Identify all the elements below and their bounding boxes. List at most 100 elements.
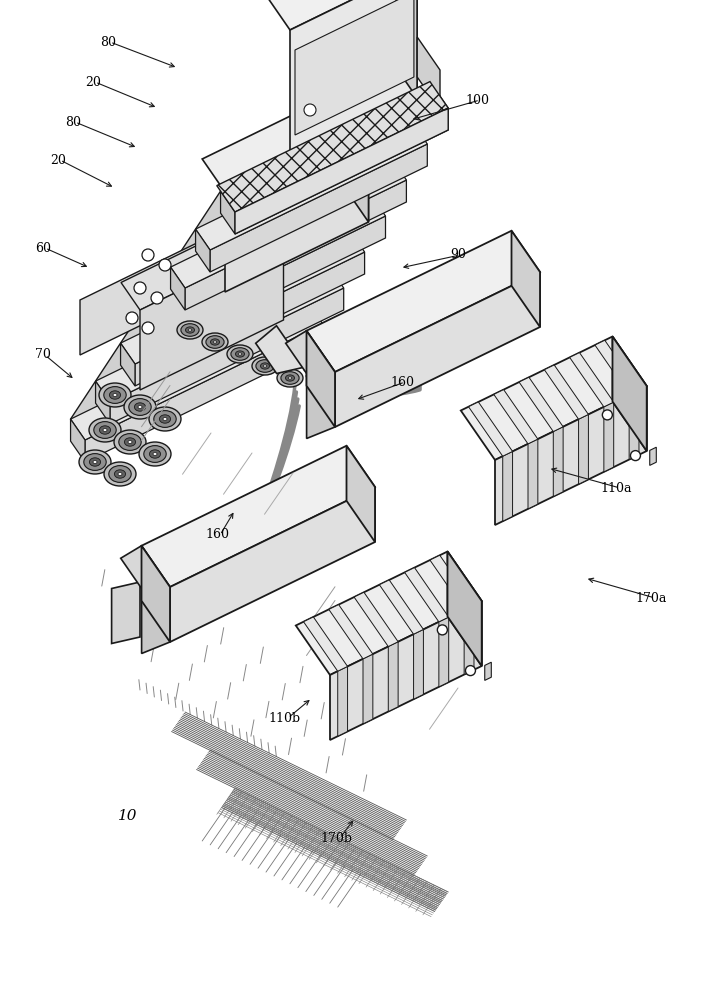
Text: 110a: 110a <box>600 482 631 494</box>
Polygon shape <box>210 144 427 272</box>
Ellipse shape <box>188 329 192 331</box>
Ellipse shape <box>99 426 111 434</box>
Ellipse shape <box>118 473 122 476</box>
Ellipse shape <box>181 324 199 336</box>
Polygon shape <box>417 37 440 110</box>
Circle shape <box>437 625 447 635</box>
Polygon shape <box>447 552 482 666</box>
Ellipse shape <box>109 391 121 399</box>
Ellipse shape <box>114 430 146 454</box>
Ellipse shape <box>235 351 244 357</box>
Polygon shape <box>110 288 344 424</box>
Polygon shape <box>380 580 423 634</box>
Ellipse shape <box>113 393 117 396</box>
Ellipse shape <box>149 407 181 431</box>
Ellipse shape <box>231 348 249 360</box>
Circle shape <box>159 259 171 271</box>
Polygon shape <box>185 180 406 310</box>
Ellipse shape <box>134 403 146 411</box>
Ellipse shape <box>256 360 274 372</box>
Ellipse shape <box>163 418 167 420</box>
Polygon shape <box>306 331 335 427</box>
Polygon shape <box>303 617 347 671</box>
Polygon shape <box>202 89 369 192</box>
Circle shape <box>151 292 163 304</box>
Polygon shape <box>469 402 513 456</box>
Circle shape <box>603 410 613 420</box>
Ellipse shape <box>139 442 171 466</box>
Circle shape <box>225 180 235 190</box>
Ellipse shape <box>129 399 151 415</box>
Ellipse shape <box>138 406 142 408</box>
Polygon shape <box>160 216 385 348</box>
Ellipse shape <box>227 345 253 363</box>
Ellipse shape <box>288 377 292 379</box>
Polygon shape <box>80 220 244 355</box>
Ellipse shape <box>89 458 101 466</box>
Polygon shape <box>388 642 398 712</box>
Polygon shape <box>347 446 375 542</box>
Polygon shape <box>221 191 235 234</box>
Ellipse shape <box>124 438 136 446</box>
Polygon shape <box>70 419 85 462</box>
Polygon shape <box>121 546 170 588</box>
Polygon shape <box>221 87 448 212</box>
Polygon shape <box>350 380 380 408</box>
Polygon shape <box>306 231 540 372</box>
Ellipse shape <box>109 466 131 482</box>
Polygon shape <box>142 546 170 642</box>
Text: 80: 80 <box>100 35 116 48</box>
Circle shape <box>304 104 316 116</box>
Ellipse shape <box>206 336 224 348</box>
Ellipse shape <box>211 339 219 345</box>
Polygon shape <box>142 587 170 654</box>
Text: 170a: 170a <box>635 591 667 604</box>
Ellipse shape <box>93 422 116 438</box>
Polygon shape <box>135 252 365 386</box>
Ellipse shape <box>84 454 106 470</box>
Ellipse shape <box>281 372 299 384</box>
Ellipse shape <box>128 440 132 444</box>
Polygon shape <box>447 552 482 666</box>
Ellipse shape <box>89 418 121 442</box>
Polygon shape <box>269 0 417 30</box>
Ellipse shape <box>144 446 166 462</box>
Polygon shape <box>225 122 369 292</box>
Polygon shape <box>295 0 414 135</box>
Polygon shape <box>145 305 160 348</box>
Polygon shape <box>145 195 385 326</box>
Ellipse shape <box>252 357 278 375</box>
Polygon shape <box>519 377 563 432</box>
Polygon shape <box>170 159 406 288</box>
Text: 170b: 170b <box>320 832 352 844</box>
Polygon shape <box>235 108 448 234</box>
Circle shape <box>465 666 475 676</box>
Ellipse shape <box>153 452 157 456</box>
Polygon shape <box>216 82 448 212</box>
Circle shape <box>142 249 154 261</box>
Polygon shape <box>170 487 375 642</box>
Ellipse shape <box>93 460 97 464</box>
Polygon shape <box>461 336 646 460</box>
Text: 20: 20 <box>85 76 101 89</box>
Polygon shape <box>464 605 474 675</box>
Polygon shape <box>595 340 639 395</box>
Ellipse shape <box>79 450 111 474</box>
Circle shape <box>242 190 252 200</box>
Ellipse shape <box>285 375 295 381</box>
Polygon shape <box>111 582 140 644</box>
Polygon shape <box>256 326 305 373</box>
Ellipse shape <box>124 395 156 419</box>
Polygon shape <box>70 153 260 440</box>
Ellipse shape <box>186 327 195 333</box>
Ellipse shape <box>202 333 228 351</box>
Polygon shape <box>335 272 540 427</box>
Polygon shape <box>70 303 323 440</box>
Polygon shape <box>354 592 398 647</box>
Polygon shape <box>485 662 491 680</box>
Polygon shape <box>544 365 588 419</box>
Polygon shape <box>235 108 448 234</box>
Polygon shape <box>494 390 538 444</box>
Ellipse shape <box>239 353 242 355</box>
Polygon shape <box>511 231 540 327</box>
